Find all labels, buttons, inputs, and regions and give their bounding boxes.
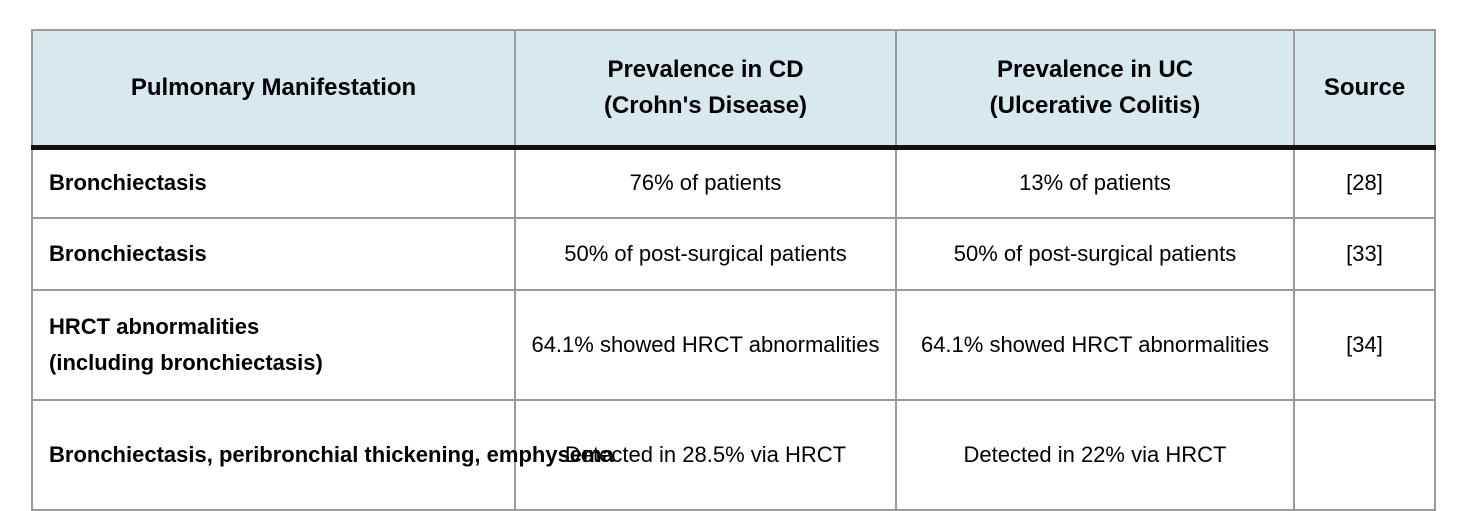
- cell-prevalence-uc: 64.1% showed HRCT abnormalities: [895, 289, 1295, 401]
- table-row: Bronchiectasis, peribronchial thickening…: [31, 399, 1436, 511]
- header-cell-source: Source: [1293, 29, 1436, 150]
- table-container: Pulmonary Manifestation Prevalence in CD…: [31, 29, 1436, 511]
- cell-source: [33]: [1293, 217, 1436, 291]
- cell-prevalence-uc: Detected in 22% via HRCT: [895, 399, 1295, 511]
- table-row: Bronchiectasis 50% of post-surgical pati…: [31, 217, 1436, 291]
- cell-prevalence-cd: 50% of post-surgical patients: [514, 217, 897, 291]
- cell-source: [34]: [1293, 289, 1436, 401]
- header-cell-prevalence-cd: Prevalence in CD (Crohn's Disease): [514, 29, 897, 150]
- cell-manifestation: HRCT abnormalities (including bronchiect…: [31, 289, 516, 401]
- cell-manifestation: Bronchiectasis, peribronchial thickening…: [31, 399, 614, 511]
- cell-source: [28]: [1293, 146, 1436, 219]
- cell-source: [1293, 399, 1436, 511]
- cell-prevalence-cd: 64.1% showed HRCT abnormalities: [514, 289, 897, 401]
- manifestation-overflow-text: Bronchiectasis, peribronchial thickening…: [49, 442, 614, 467]
- table-row: HRCT abnormalities (including bronchiect…: [31, 289, 1436, 401]
- cell-prevalence-cd: Detected in 28.5% via HRCT: [514, 399, 897, 511]
- header-cell-prevalence-uc: Prevalence in UC (Ulcerative Colitis): [895, 29, 1295, 150]
- pulmonary-manifestation-table: Pulmonary Manifestation Prevalence in CD…: [31, 29, 1436, 511]
- cell-manifestation: Bronchiectasis: [31, 217, 516, 291]
- cell-prevalence-uc: 13% of patients: [895, 146, 1295, 219]
- cell-prevalence-cd: 76% of patients: [514, 146, 897, 219]
- cell-manifestation: Bronchiectasis: [31, 146, 516, 219]
- cell-prevalence-uc: 50% of post-surgical patients: [895, 217, 1295, 291]
- header-row: Pulmonary Manifestation Prevalence in CD…: [31, 29, 1436, 150]
- header-cell-manifestation: Pulmonary Manifestation: [31, 29, 516, 150]
- table-row: Bronchiectasis 76% of patients 13% of pa…: [31, 146, 1436, 219]
